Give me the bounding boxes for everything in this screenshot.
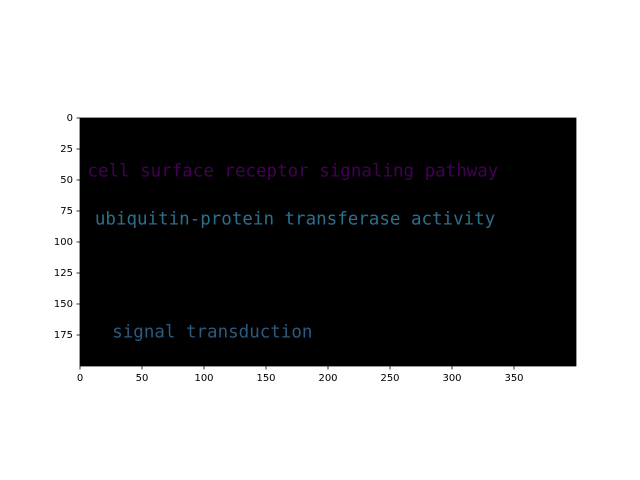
term-label: cell surface receptor signaling pathway [87,161,498,181]
x-tick-label: 0 [77,373,83,384]
term-label: ubiquitin-protein transferase activity [95,210,495,230]
x-tick-label: 350 [504,373,523,384]
annotations-layer: cell surface receptor signaling pathway u… [87,161,498,342]
x-tick-label: 250 [380,373,399,384]
x-tick-label: 100 [194,373,213,384]
y-tick-label: 0 [67,113,73,124]
y-tick-label: 100 [54,237,73,248]
x-tick-label: 200 [318,373,337,384]
x-tick-label: 150 [256,373,275,384]
x-axis: 0 50 100 150 200 250 300 350 [77,366,524,384]
y-axis: 0 25 50 75 100 125 150 175 [54,113,80,341]
term-label: signal transduction [112,323,312,343]
x-tick-label: 300 [442,373,461,384]
y-tick-label: 25 [60,144,73,155]
y-tick-label: 175 [54,330,73,341]
y-tick-label: 75 [60,206,73,217]
x-tick-label: 50 [136,373,149,384]
y-tick-label: 125 [54,268,73,279]
y-tick-label: 150 [54,299,73,310]
y-tick-label: 50 [60,175,73,186]
plot-area [80,118,576,366]
